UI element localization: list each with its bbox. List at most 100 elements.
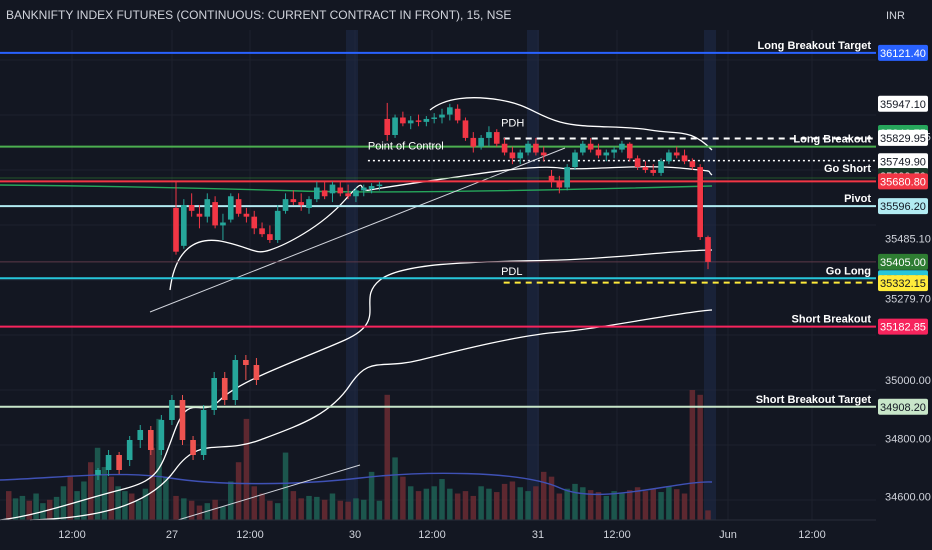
candle-body [501, 143, 508, 153]
level-lines [0, 51, 876, 408]
volume-bar [163, 476, 169, 520]
time-tick-label: 27 [166, 529, 178, 541]
volume-bar [603, 495, 610, 520]
candle-body [204, 199, 211, 217]
volume-bar [26, 500, 32, 520]
candle-body [681, 155, 688, 162]
price-tag [878, 318, 928, 335]
candle-body [517, 152, 524, 159]
volume-bar [564, 488, 570, 520]
candle-body [181, 205, 187, 246]
volume-bar [400, 476, 406, 520]
volume-bar [470, 495, 477, 520]
candle-body [462, 120, 469, 138]
candle-body [439, 114, 445, 118]
price-tag [878, 95, 928, 112]
time-tick-label: 12:00 [603, 529, 631, 541]
volume-bar [572, 483, 578, 520]
price-tag [878, 173, 928, 190]
trend-line [177, 464, 361, 521]
volume-bar [156, 418, 162, 520]
volume-bar [634, 487, 641, 520]
candle-body [221, 378, 228, 400]
volume-bar [509, 481, 516, 520]
vwap-lower-2 [29, 309, 713, 521]
candle-body [454, 108, 461, 121]
candle-body [179, 400, 186, 440]
price-tag-text: 35749.90 [880, 156, 926, 168]
time-tick-label: 12:00 [58, 529, 86, 541]
price-tag [878, 198, 928, 215]
volume-bar [88, 462, 94, 520]
candle-body [211, 378, 217, 410]
vwap-band-upper [429, 97, 713, 151]
volume-bar [392, 457, 398, 520]
price-tag-text: 35596.20 [880, 201, 926, 213]
volume-bar [478, 486, 484, 520]
level-name: Short Breakout [792, 314, 872, 326]
candle-body [376, 184, 383, 187]
volume-bar [353, 498, 359, 520]
session-band [527, 30, 539, 520]
candle-body [415, 120, 422, 122]
level-name: Long Breakout Target [758, 40, 872, 52]
volume-bar [329, 493, 336, 520]
price-tick-label: 34600.00 [885, 492, 931, 504]
candle-body [470, 137, 477, 147]
price-tag-text: 35680.80 [880, 176, 926, 188]
volume-bar [188, 500, 195, 520]
trend-line [149, 147, 566, 313]
session-separators [346, 30, 716, 520]
price-axis[interactable]: 35834.4535485.1035279.7035000.0034800.00… [876, 0, 932, 550]
candle-body [626, 143, 633, 159]
time-tick-label: Jun [719, 529, 737, 541]
level-name: Go Long [826, 265, 871, 277]
level-name: Long Breakout [793, 134, 871, 146]
level-name: Short Breakout Target [756, 394, 872, 406]
volume-bar [142, 488, 149, 520]
annotations: PDH Point of Control PDL [368, 117, 524, 278]
candle-body [486, 132, 492, 138]
candle-body [705, 237, 711, 262]
candle-body [587, 143, 594, 150]
candle-body [572, 152, 578, 168]
price-tag-text: 36121.40 [880, 48, 926, 60]
volume-bar [149, 447, 155, 520]
candle-body [345, 193, 351, 197]
candle-body [650, 170, 657, 173]
candle-body [196, 213, 203, 217]
candle-body [158, 420, 165, 450]
candle-body [329, 184, 336, 194]
volume-bar [94, 447, 101, 520]
price-tag [878, 275, 928, 292]
volume-bar [439, 479, 445, 520]
candle-body [642, 167, 649, 170]
volume-bar [486, 488, 492, 520]
volume-bar [462, 491, 469, 520]
volume-bar [220, 506, 226, 520]
candle-body [253, 365, 260, 380]
volume-bar [282, 452, 289, 520]
annotation-label: PDH [501, 117, 524, 129]
volume-bar [196, 505, 203, 520]
candle-body [509, 152, 516, 159]
candle-body [673, 152, 680, 156]
volume-bar [673, 489, 680, 520]
volume-bar [454, 493, 461, 520]
candle-body [697, 167, 703, 238]
candle-body [447, 107, 453, 115]
volume-bars [6, 390, 711, 520]
candle-body [200, 410, 207, 455]
candle-body [116, 455, 122, 470]
volume-bar [376, 500, 383, 520]
time-axis[interactable]: 12:00 27 12:00 30 12:00 31 12:00 Jun 12:00 [0, 519, 876, 541]
volume-bar [259, 493, 265, 520]
candle-body [220, 222, 226, 226]
price-tag-text: 35947.10 [880, 99, 926, 111]
chart-title: BANKNIFTY INDEX FUTURES (CONTINUOUS: CUR… [6, 8, 511, 22]
candle-body [95, 470, 101, 475]
candle-body [595, 149, 602, 156]
time-tick-label: 31 [532, 529, 544, 541]
volume-bar [627, 490, 633, 520]
